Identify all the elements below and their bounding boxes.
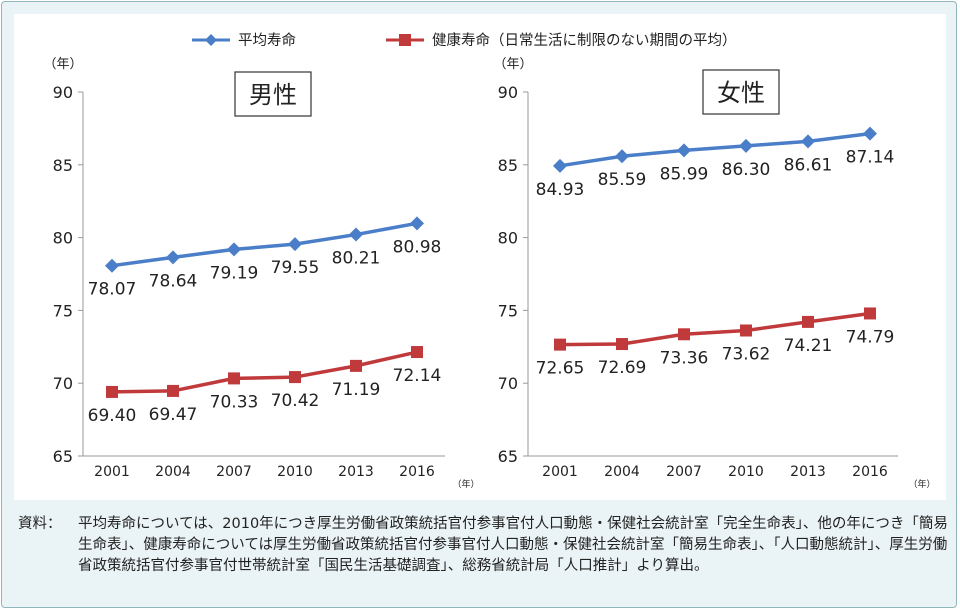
x-tick-label: 2004 bbox=[604, 464, 640, 480]
data-point-square bbox=[106, 385, 118, 398]
data-point-diamond bbox=[410, 216, 424, 231]
data-label: 79.19 bbox=[210, 263, 259, 283]
data-point-square bbox=[289, 371, 301, 384]
data-label: 84.93 bbox=[536, 180, 585, 200]
series-line-healthy-life bbox=[111, 350, 418, 394]
legend-label-1: 平均寿命 bbox=[238, 31, 296, 49]
data-label: 78.64 bbox=[149, 271, 198, 291]
data-point-square bbox=[802, 315, 814, 328]
series-line-healthy-life bbox=[559, 311, 871, 347]
source-text: 平均寿命については、2010年につき厚生労働省政策統括官付参事官付人口動態・保健… bbox=[78, 516, 948, 574]
data-point-square bbox=[167, 384, 179, 397]
x-tick-label: 2010 bbox=[728, 464, 764, 480]
x-tick-label: 2004 bbox=[155, 464, 191, 480]
data-point-diamond bbox=[553, 158, 567, 173]
data-point-diamond bbox=[863, 126, 877, 141]
panel-title-2: 女性 bbox=[717, 79, 765, 107]
data-point-square bbox=[350, 359, 362, 372]
source-note: 資料： 平均寿命については、2010年につき厚生労働省政策統括官付参事官付人口動… bbox=[18, 514, 948, 577]
chart-area: 平均寿命 健康寿命（日常生活に制限のない期間の平均） 65 70 75 80 85 90 （年）… bbox=[14, 14, 946, 500]
y-tick-label: 75 bbox=[498, 301, 518, 320]
y-tick-label: 75 bbox=[53, 301, 73, 320]
data-label: 87.14 bbox=[846, 148, 895, 168]
data-point-diamond bbox=[739, 138, 753, 153]
y-tick-label: 70 bbox=[498, 374, 518, 393]
data-label: 85.99 bbox=[660, 164, 709, 184]
data-label: 69.47 bbox=[149, 405, 198, 425]
data-point-square bbox=[740, 324, 752, 337]
data-label: 70.33 bbox=[210, 392, 259, 412]
data-label: 86.61 bbox=[784, 155, 833, 175]
x-tick-label: 2001 bbox=[542, 464, 578, 480]
data-point-diamond bbox=[227, 242, 241, 257]
source-label: 資料： bbox=[18, 516, 62, 532]
x-axis-unit-2: （年） bbox=[908, 478, 935, 490]
data-label: 78.07 bbox=[88, 280, 137, 300]
data-label: 86.30 bbox=[722, 160, 771, 180]
data-point-diamond bbox=[166, 250, 180, 265]
x-tick-label: 2007 bbox=[216, 464, 252, 480]
life-expectancy-charts: 平均寿命 健康寿命（日常生活に制限のない期間の平均） 65 70 75 80 85 90 （年）… bbox=[43, 31, 935, 490]
data-label: 74.79 bbox=[846, 327, 895, 347]
data-point-square bbox=[554, 338, 566, 351]
x-tick-label: 2016 bbox=[852, 464, 888, 480]
x-tick-label: 2013 bbox=[790, 464, 826, 480]
data-label: 70.42 bbox=[271, 391, 320, 411]
data-label: 73.36 bbox=[660, 348, 709, 368]
legend-marker-diamond bbox=[205, 34, 217, 46]
legend-marker-square bbox=[399, 34, 411, 46]
data-point-square bbox=[616, 338, 628, 351]
data-point-square bbox=[228, 372, 240, 385]
data-point-diamond bbox=[615, 149, 629, 164]
x-axis-unit-1: （年） bbox=[452, 478, 479, 490]
data-label: 79.55 bbox=[271, 258, 320, 278]
data-label: 69.40 bbox=[88, 406, 137, 426]
data-point-square bbox=[678, 328, 690, 341]
y-tick-label: 90 bbox=[53, 83, 73, 102]
data-label: 71.19 bbox=[332, 380, 381, 400]
x-tick-label: 2010 bbox=[277, 464, 313, 480]
data-point-diamond bbox=[677, 143, 691, 158]
y-tick-label: 85 bbox=[498, 156, 518, 175]
data-point-diamond bbox=[801, 134, 815, 149]
y-tick-label: 65 bbox=[53, 447, 73, 466]
x-tick-label: 2007 bbox=[666, 464, 702, 480]
y-axis-unit-2: （年） bbox=[493, 57, 532, 72]
legend-label-2: 健康寿命（日常生活に制限のない期間の平均） bbox=[432, 31, 737, 49]
x-tick-label: 2016 bbox=[399, 464, 435, 480]
data-point-diamond bbox=[288, 237, 302, 252]
data-label: 72.14 bbox=[393, 366, 442, 386]
data-point-square bbox=[864, 307, 876, 320]
data-label: 74.21 bbox=[784, 336, 833, 356]
data-point-square bbox=[411, 346, 423, 359]
y-tick-label: 85 bbox=[53, 156, 73, 175]
data-label: 80.21 bbox=[332, 249, 381, 269]
y-tick-label: 80 bbox=[53, 229, 73, 248]
x-tick-label: 2001 bbox=[94, 464, 130, 480]
y-tick-label: 90 bbox=[498, 83, 518, 102]
y-tick-label: 70 bbox=[53, 374, 73, 393]
data-label: 72.65 bbox=[536, 359, 585, 379]
y-axis-unit-1: （年） bbox=[43, 57, 82, 72]
data-point-diamond bbox=[349, 227, 363, 242]
y-tick-label: 80 bbox=[498, 229, 518, 248]
x-tick-label: 2013 bbox=[338, 464, 374, 480]
y-tick-label: 65 bbox=[498, 447, 518, 466]
panel-title-1: 男性 bbox=[249, 81, 297, 109]
panel-title-box-1 bbox=[234, 71, 312, 117]
series-line-avg-life bbox=[559, 131, 871, 168]
data-label: 80.98 bbox=[393, 237, 442, 257]
data-label: 72.69 bbox=[598, 358, 647, 378]
data-point-diamond bbox=[105, 258, 119, 273]
series-line-avg-life bbox=[111, 221, 418, 268]
data-label: 85.59 bbox=[598, 170, 647, 190]
panel-title-box-2 bbox=[702, 69, 780, 115]
data-label: 73.62 bbox=[722, 344, 771, 364]
